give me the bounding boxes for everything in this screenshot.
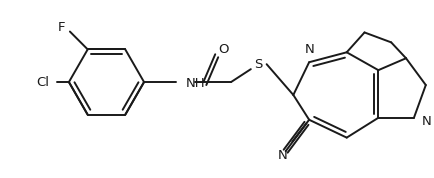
Text: N: N bbox=[422, 115, 431, 128]
Text: N: N bbox=[278, 149, 287, 162]
Text: Cl: Cl bbox=[37, 75, 50, 88]
Text: O: O bbox=[218, 43, 228, 56]
Text: F: F bbox=[58, 21, 66, 34]
Text: S: S bbox=[254, 58, 263, 71]
Text: NH: NH bbox=[186, 77, 205, 90]
Text: N: N bbox=[304, 43, 314, 56]
